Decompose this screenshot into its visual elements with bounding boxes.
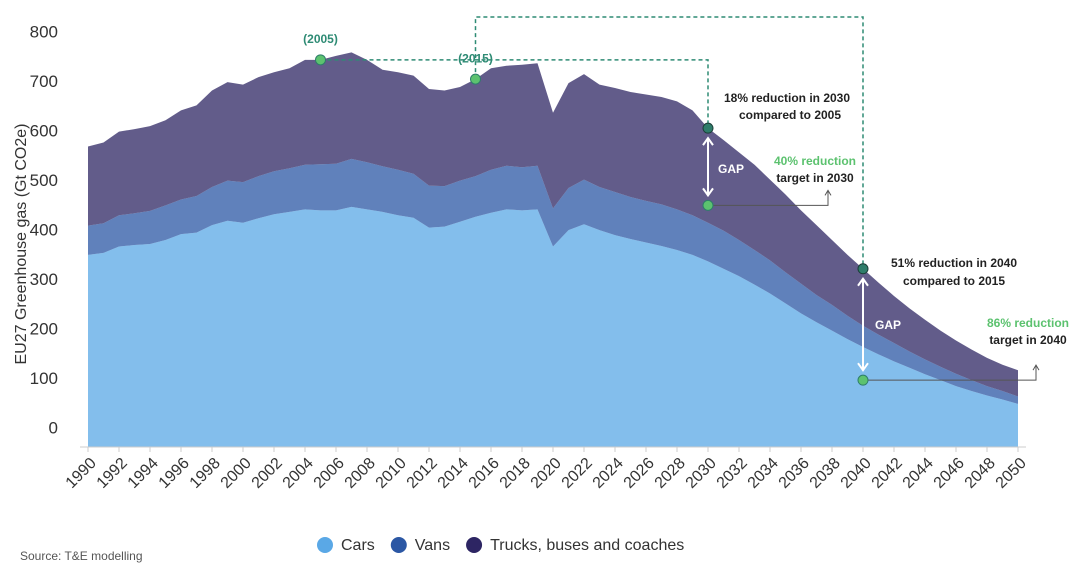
legend-swatch xyxy=(317,537,333,553)
x-tick-label: 1990 xyxy=(63,455,100,492)
x-tick-label: 2006 xyxy=(311,455,348,492)
plot-area xyxy=(88,52,1018,447)
target-arrow xyxy=(1032,364,1040,371)
marker xyxy=(315,54,326,66)
annotation: 40% reduction xyxy=(774,154,856,168)
target-line xyxy=(863,366,1037,381)
x-tick-label: 2042 xyxy=(869,455,906,492)
x-tick-label: 2002 xyxy=(249,455,286,492)
gap-arrow-head xyxy=(857,277,869,372)
x-tick-label: 2000 xyxy=(218,455,255,492)
area xyxy=(88,52,1018,397)
y-tick-label: 500 xyxy=(30,171,58,190)
marker xyxy=(470,73,481,85)
x-tick-label: 1992 xyxy=(94,455,131,492)
x-tick-label: 2038 xyxy=(807,455,844,492)
annotation: compared to 2005 xyxy=(739,108,841,122)
legend-swatch xyxy=(390,537,407,553)
source: Source: T&E modelling xyxy=(20,549,143,563)
x-tick-label: 2018 xyxy=(497,455,534,492)
x-tick-label: 1996 xyxy=(156,455,193,492)
gap-arrow-head xyxy=(702,136,714,198)
marker xyxy=(702,122,714,134)
x-tick-label: 1998 xyxy=(187,455,224,492)
x-tick-label: 2008 xyxy=(342,455,379,492)
y-tick-label: 200 xyxy=(30,320,58,339)
x-tick-label: 2046 xyxy=(931,455,968,492)
y-tick-label: 300 xyxy=(30,270,58,289)
x-tick-label: 2034 xyxy=(745,455,782,492)
legend-swatch xyxy=(466,537,483,553)
annotation: GAP xyxy=(875,318,901,332)
annotation: 18% reduction in 2030 xyxy=(724,91,850,105)
y-tick-label: 700 xyxy=(30,72,58,91)
x-tick-label: 2026 xyxy=(621,455,658,492)
marker xyxy=(702,199,714,211)
y-tick-label: 800 xyxy=(30,22,58,41)
y-tick-label: 600 xyxy=(30,122,58,141)
annotation: GAP xyxy=(718,162,744,176)
y-tick-label: 400 xyxy=(30,221,58,240)
x-tick-label: 2050 xyxy=(993,455,1030,492)
x-tick-label: 2020 xyxy=(528,455,565,492)
x-tick-label: 2004 xyxy=(280,455,317,492)
x-tick-label: 2016 xyxy=(466,455,503,492)
legend-label: Vans xyxy=(415,537,450,554)
area xyxy=(88,206,1018,447)
annotation: compared to 2015 xyxy=(903,274,1005,288)
x-tick-label: 2024 xyxy=(590,455,627,492)
annotation: 86% reduction xyxy=(987,316,1069,330)
x-tick-label: 2040 xyxy=(838,455,875,492)
target-line xyxy=(708,191,829,206)
x-tick-label: 2028 xyxy=(652,455,689,492)
x-tick-label: 2032 xyxy=(714,455,751,492)
x-tick-label: 2010 xyxy=(373,455,410,492)
annotation: 51% reduction in 2040 xyxy=(891,256,1017,270)
x-tick-label: 2022 xyxy=(559,455,596,492)
annotation: target in 2040 xyxy=(989,333,1067,347)
marker xyxy=(857,263,869,275)
connector xyxy=(474,16,864,269)
target-arrow xyxy=(824,189,832,196)
legend-label: Cars xyxy=(341,537,375,554)
marker-label: (2005) xyxy=(303,32,338,46)
x-tick-label: 2014 xyxy=(435,455,472,492)
legend-label: Trucks, buses and coaches xyxy=(490,537,684,554)
annotation: target in 2030 xyxy=(776,171,854,185)
y-tick-label: 0 xyxy=(49,419,58,438)
y-tick-label: 100 xyxy=(30,369,58,388)
x-tick-label: 2048 xyxy=(962,455,999,492)
x-tick-label: 2012 xyxy=(404,455,441,492)
x-tick-label: 1994 xyxy=(125,455,162,492)
x-tick-label: 2044 xyxy=(900,455,937,492)
marker-label: (2015) xyxy=(458,51,493,65)
x-tick-label: 2030 xyxy=(683,455,720,492)
x-tick-label: 2036 xyxy=(776,455,813,492)
y-axis-label: EU27 Greenhouse gas (Gt CO2e) xyxy=(13,123,30,364)
connector xyxy=(320,59,709,129)
marker xyxy=(857,374,869,386)
